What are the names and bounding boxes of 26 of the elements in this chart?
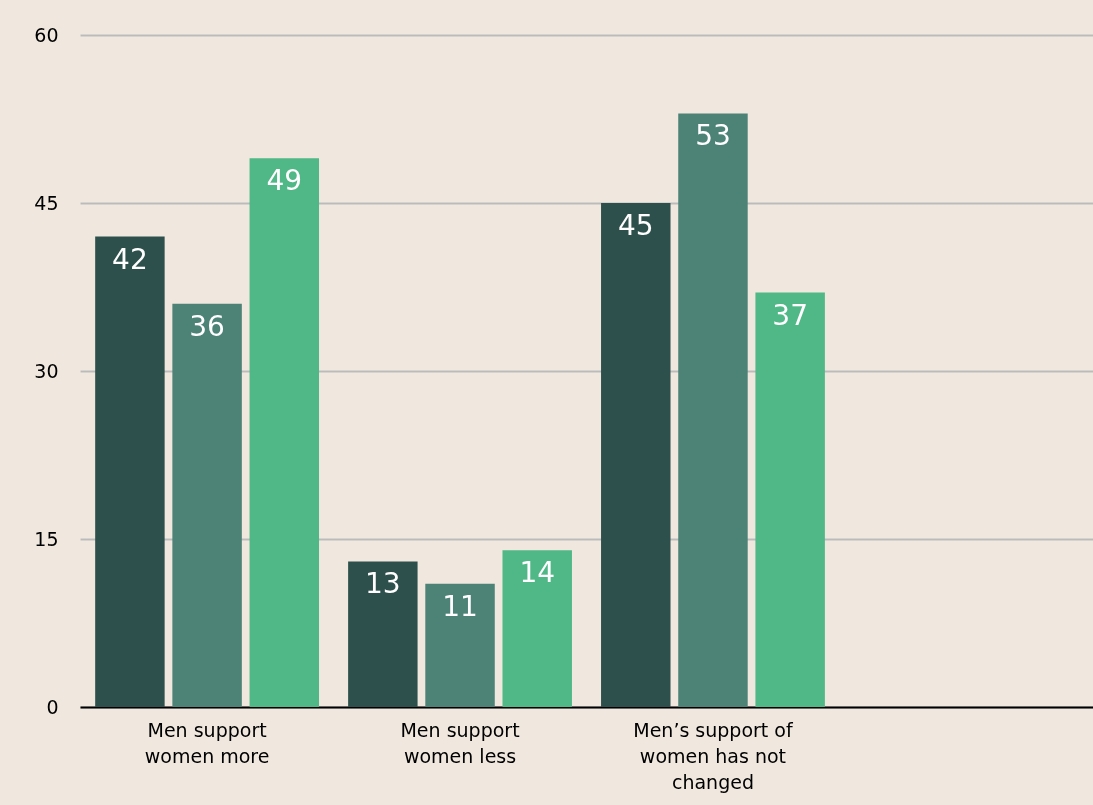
data-label: 14 bbox=[519, 556, 556, 590]
y-tick-label: 15 bbox=[34, 527, 59, 550]
data-label: 11 bbox=[442, 589, 478, 623]
bar bbox=[755, 292, 825, 707]
bar bbox=[425, 583, 495, 707]
data-label: 36 bbox=[189, 309, 225, 343]
bar bbox=[95, 236, 165, 707]
data-label: 45 bbox=[617, 209, 654, 242]
data-label: 13 bbox=[365, 567, 401, 601]
bar bbox=[502, 550, 572, 707]
y-tick-label: 45 bbox=[34, 191, 59, 214]
y-tick-label: 30 bbox=[34, 359, 59, 382]
y-tick-label: 0 bbox=[46, 695, 59, 718]
bar bbox=[249, 158, 320, 707]
data-label: 42 bbox=[112, 242, 148, 276]
x-tick-label: Men’s support of women has not changed bbox=[633, 718, 794, 793]
data-label: 37 bbox=[772, 298, 808, 332]
x-tick-label: Men support women less bbox=[400, 718, 520, 767]
y-tick-label: 60 bbox=[34, 23, 59, 46]
bar bbox=[348, 561, 418, 707]
bar bbox=[601, 203, 671, 707]
data-label: 53 bbox=[695, 119, 731, 153]
data-label: 49 bbox=[266, 164, 303, 198]
bar bbox=[172, 303, 242, 707]
bar bbox=[678, 113, 748, 707]
x-tick-label: Men support women more bbox=[144, 718, 270, 767]
